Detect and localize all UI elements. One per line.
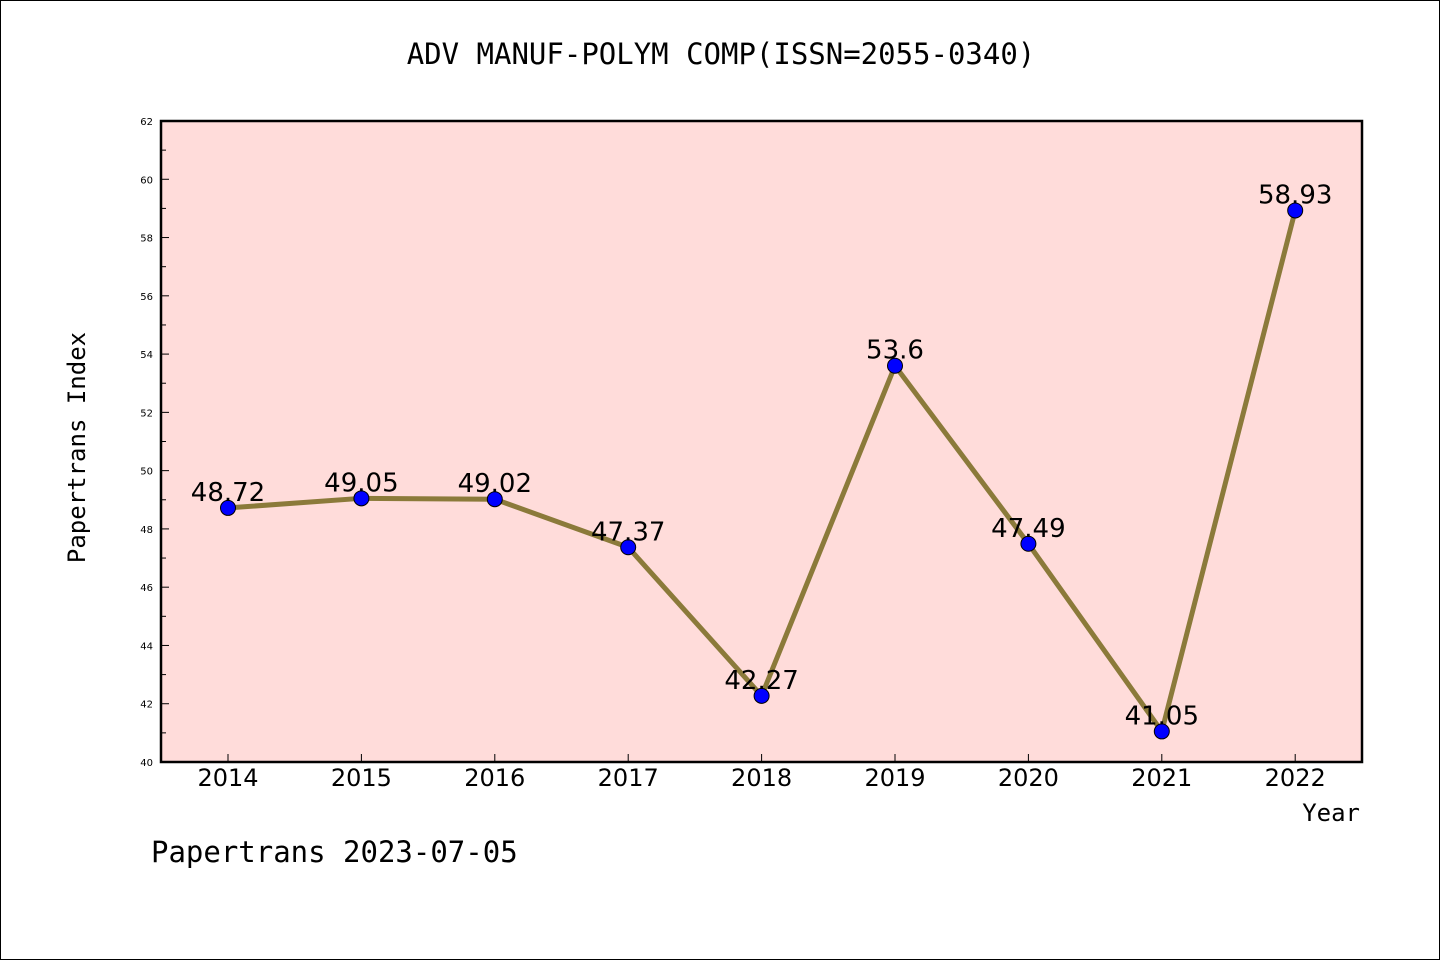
x-tick-label: 2020: [998, 764, 1059, 792]
x-tick-label: 2017: [598, 764, 659, 792]
data-label: 48.72: [191, 478, 265, 508]
data-point: [887, 357, 903, 374]
data-point: [753, 687, 770, 704]
x-axis-title: Year: [1302, 799, 1360, 827]
y-tick-label: 54: [140, 350, 153, 361]
data-labels: 48.72 49.05 49.02 47.37 42.27 53.6 47.49 41.05 5…: [191, 180, 1333, 731]
plot-area: [159, 119, 1364, 764]
data-point: [620, 539, 637, 556]
y-tick-label: 46: [140, 583, 153, 594]
y-tick-label: 62: [140, 117, 153, 128]
y-tick-label: 42: [140, 700, 153, 711]
data-point: [220, 499, 236, 516]
data-label: 41.05: [1125, 701, 1199, 731]
x-tick-label: 2016: [464, 764, 525, 792]
y-tick-label: 44: [140, 641, 153, 652]
data-point: [1020, 535, 1037, 552]
x-tick-label: 2022: [1265, 764, 1326, 792]
y-axis-title: Papertrans Index: [63, 332, 91, 563]
data-label: 42.27: [724, 666, 798, 696]
y-tick-label: 40: [140, 758, 153, 769]
y-tick-label: 48: [140, 525, 153, 536]
data-point: [353, 490, 370, 507]
data-label: 49.05: [324, 468, 398, 498]
data-label: 47.49: [991, 514, 1065, 544]
y-tick-label: 52: [140, 408, 153, 419]
x-axis: 2014 2015 2016 2017 2018 2019 2020 2021 2022: [197, 754, 1326, 792]
x-tick-label: 2015: [331, 764, 392, 792]
data-label: 58.93: [1258, 180, 1332, 210]
data-point: [1287, 202, 1304, 219]
data-label: 53.6: [866, 336, 924, 366]
x-tick-label: 2021: [1131, 764, 1192, 792]
data-label: 49.02: [458, 469, 532, 499]
series-markers: [220, 202, 1304, 740]
x-tick-label: 2014: [197, 764, 258, 792]
x-tick-label: 2018: [731, 764, 792, 792]
y-tick-label: 50: [140, 467, 153, 478]
data-point: [486, 491, 503, 508]
y-tick-label: 56: [140, 292, 153, 303]
x-tick-label: 2019: [864, 764, 925, 792]
y-tick-label: 58: [140, 234, 153, 245]
y-axis: 40 42 44 46 48 50 52 54 56 58 60 62: [140, 117, 169, 769]
y-tick-label: 60: [140, 175, 153, 186]
data-label: 47.37: [591, 517, 665, 547]
data-point: [1153, 723, 1170, 740]
chart-title: ADV MANUF-POLYM COMP(ISSN=2055-0340): [406, 37, 1036, 71]
footer-note: Papertrans 2023-07-05: [151, 835, 518, 869]
